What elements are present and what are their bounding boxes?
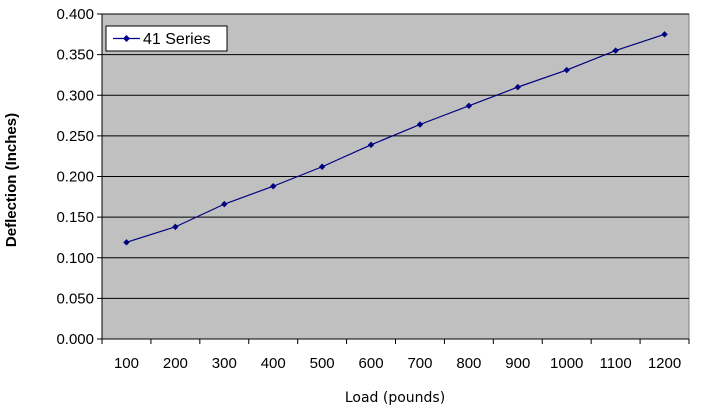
y-axis-title: Deflection (Inches) xyxy=(3,113,20,247)
y-tick-label: 0.000 xyxy=(56,331,94,348)
data-point xyxy=(367,141,375,149)
x-tick-label: 500 xyxy=(310,355,335,372)
x-tick-label: 400 xyxy=(261,355,286,372)
y-tick-label: 0.250 xyxy=(56,128,94,145)
x-tick-label: 100 xyxy=(114,355,139,372)
data-point xyxy=(514,83,521,91)
x-tick-label: 800 xyxy=(456,355,481,372)
y-tick-label: 0.400 xyxy=(56,6,94,23)
x-tick-label: 900 xyxy=(505,355,530,372)
y-tick-label: 0.150 xyxy=(56,209,94,226)
x-axis-title: Load (pounds) xyxy=(345,390,445,406)
gridlines xyxy=(102,13,689,299)
legend-label: 41 Series xyxy=(143,31,211,48)
x-tick-label: 1100 xyxy=(599,355,631,372)
y-tick-labels: 0.000 0.050 0.100 0.150 0.200 0.250 0.300 0.350… xyxy=(56,6,102,348)
data-point xyxy=(270,183,277,190)
x-tick-label: 1200 xyxy=(648,355,681,372)
series-line xyxy=(126,33,665,243)
y-tick-label: 0.350 xyxy=(56,47,94,64)
data-point xyxy=(563,66,570,74)
x-tick-label: 200 xyxy=(163,355,188,372)
data-point xyxy=(612,47,619,54)
x-tick-label: 600 xyxy=(359,355,384,372)
legend: 41 Series xyxy=(105,25,228,52)
y-tick-label: 0.050 xyxy=(56,290,94,307)
data-point xyxy=(661,31,668,38)
x-tick-label: 700 xyxy=(407,355,432,372)
data-point xyxy=(172,223,179,231)
y-tick-label: 0.300 xyxy=(56,87,94,104)
data-point xyxy=(465,102,473,110)
y-tick-label: 0.200 xyxy=(56,169,94,186)
y-tick-label: 0.100 xyxy=(56,250,94,267)
x-tick-labels: 100 200 300 400 500 600 700 800 900 1000 1100 1200 xyxy=(101,339,690,372)
series-group xyxy=(123,31,668,246)
data-point xyxy=(221,200,228,208)
x-tick-label: 1000 xyxy=(550,355,583,372)
legend-marker xyxy=(123,35,130,42)
data-point xyxy=(318,163,326,170)
data-point xyxy=(416,121,424,128)
x-tick-label: 300 xyxy=(212,355,237,372)
data-point xyxy=(123,239,130,246)
